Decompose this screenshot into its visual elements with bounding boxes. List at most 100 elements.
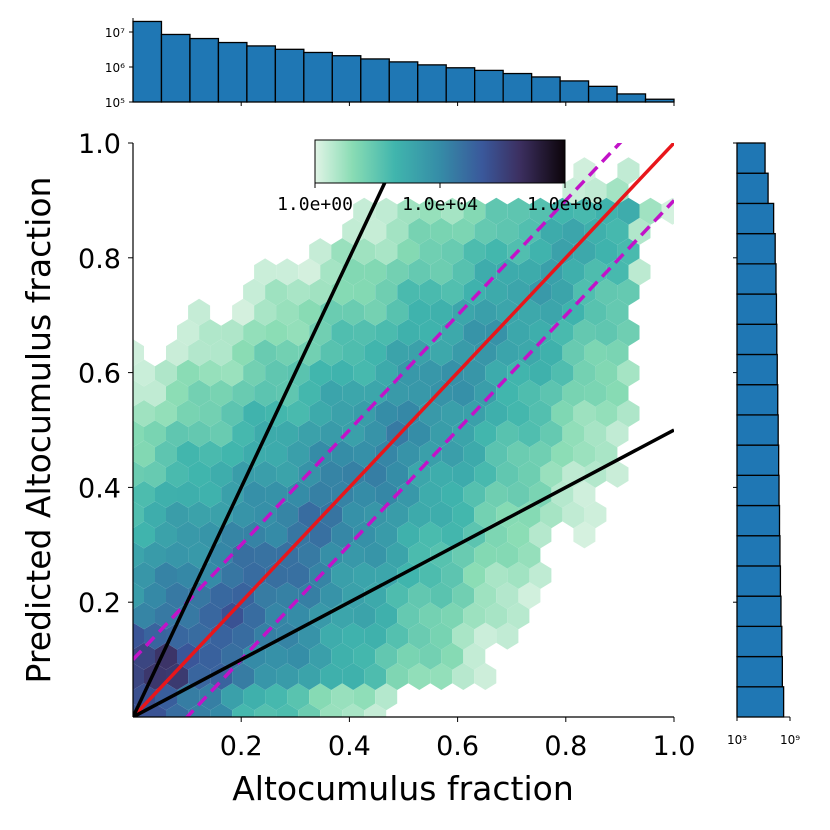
hexbin-cell [397, 238, 420, 266]
hexbin-cell [265, 359, 288, 387]
hexbin-cell [584, 298, 607, 326]
hexbin-cell [595, 400, 618, 427]
hexbin-cell [144, 501, 166, 529]
hexbin-cell [573, 319, 596, 347]
hexbin-cell [155, 561, 177, 589]
right-histogram-bar [736, 414, 779, 446]
hexbin-cell [254, 541, 277, 569]
top-histogram-bar [303, 51, 333, 103]
hexbin-cell [452, 258, 475, 286]
x-axis-label: Altocumulus fraction [232, 769, 574, 808]
right-histogram-bar [736, 504, 781, 537]
hexbin-cell [474, 298, 497, 326]
hexbin-cell [463, 278, 486, 306]
hexbin-cell [331, 561, 354, 589]
hexbin-cell [595, 197, 618, 225]
hexbin-cell [496, 420, 519, 448]
right-histogram-bar [736, 655, 783, 688]
hexbin-cell [276, 663, 299, 690]
x-tick-label: 0.6 [436, 731, 479, 762]
hexbin-cell [221, 561, 244, 589]
hexbin-cell [386, 541, 409, 569]
hexbin-cell [463, 197, 486, 225]
hexbin-cell [254, 379, 277, 407]
hexbin-cell [551, 238, 574, 266]
hexbin-cell [276, 339, 299, 367]
reference-line [184, 199, 674, 717]
hexbin-cell [529, 278, 552, 306]
hexbin-cell [243, 359, 266, 387]
hexbin-cell [617, 400, 640, 427]
hexbin-cell [529, 561, 552, 589]
hexbin-cell [254, 298, 277, 326]
hexbin-cell [430, 258, 453, 286]
hexbin-cell [463, 238, 486, 266]
hexbin-cell [419, 278, 442, 306]
hexbin-cell [210, 379, 233, 407]
hexbin-cell [133, 521, 155, 549]
hexbin-cell [606, 298, 629, 326]
y-tick-label: 0.6 [78, 359, 121, 390]
hexbin-cell [320, 420, 343, 448]
top-histogram-bar [189, 37, 220, 103]
hexbin-cell [386, 258, 409, 286]
hexbin-cell [419, 440, 442, 468]
hexbin-cell [485, 359, 508, 387]
hexbin-cell [320, 541, 343, 569]
hexbin-cell [375, 440, 398, 468]
hexbin-cell [232, 379, 255, 407]
hexbin-cell [331, 319, 354, 347]
hexbin-cell [364, 582, 387, 610]
hexbin-cell [408, 217, 431, 245]
hexbin-cell [243, 278, 266, 306]
hexbin-cell [133, 663, 144, 690]
hexbin-cell [287, 440, 310, 468]
hexbin-cell [474, 582, 497, 610]
hexbin-cell [518, 258, 541, 286]
hexbin-cell [309, 278, 332, 306]
hexbin-cell [540, 217, 563, 245]
hexbin-cell [507, 359, 530, 387]
hexbin-cell [419, 480, 442, 508]
hexbin-cell [221, 319, 244, 347]
hexbin-cell [529, 238, 552, 266]
hexbin-cell [177, 561, 200, 589]
hexbin-cell [606, 339, 629, 367]
hexbin-cell [232, 582, 255, 610]
hexbin-cell [463, 561, 486, 589]
hexbin-cell [199, 359, 222, 387]
hexbin-cell [540, 339, 563, 367]
hexbin-cell [452, 379, 475, 407]
hexbin-cell [375, 359, 398, 387]
hexbin-cell [551, 359, 574, 387]
hexbin-cell [529, 440, 552, 468]
hexbin-cell [397, 642, 420, 670]
right-histogram-bar [736, 172, 769, 205]
hexbin-cell [133, 541, 144, 569]
hexbin-cell [298, 501, 321, 529]
hexbin-cell [375, 480, 398, 508]
top-histogram-bar [160, 33, 191, 103]
hexbin-cell [419, 602, 442, 630]
hexbin-cell [342, 420, 365, 448]
hexbin-cell [276, 298, 299, 326]
hexbin-cell [573, 157, 596, 185]
hexbin-cell [397, 480, 420, 508]
hexbin-cell [562, 501, 585, 529]
hexbin-cell [606, 460, 629, 488]
hexbin-cell [452, 663, 475, 690]
hexbin-cell [463, 602, 486, 630]
hexbin-cell [133, 400, 155, 427]
hexbin-cell [144, 582, 166, 610]
hexbin-cell [265, 278, 288, 306]
hexbin-cell [628, 258, 651, 286]
hexbin-cell [298, 622, 321, 650]
top-histogram-tick-label: 10⁵ [105, 96, 125, 110]
hexbin-cell [177, 359, 200, 387]
hexbin-cell [232, 703, 255, 717]
top-histogram-bar [331, 55, 362, 103]
hexbin-cell [287, 278, 310, 306]
hexbin-cell [331, 642, 354, 670]
hexbin-cell [386, 663, 409, 690]
hexbin-cell [320, 501, 343, 529]
